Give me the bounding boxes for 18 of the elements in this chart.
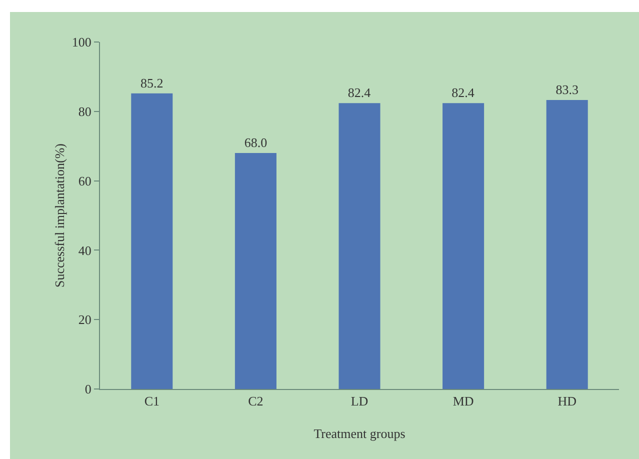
data-label: 85.2: [140, 75, 164, 90]
x-tick-label: C1: [144, 394, 160, 409]
x-tick-label: MD: [452, 394, 474, 409]
y-tick-label: 40: [78, 242, 92, 258]
y-tick-label: 80: [78, 104, 92, 119]
x-tick-label: HD: [558, 394, 576, 409]
y-axis-title: Successful implantation(%): [52, 143, 67, 288]
x-tick-label: LD: [350, 394, 368, 409]
y-tick-label: 100: [72, 34, 92, 50]
y-tick-label: 60: [78, 173, 92, 188]
y-tick-label: 0: [84, 382, 92, 397]
data-label: 82.4: [348, 85, 372, 100]
x-axis-title: Treatment groups: [314, 426, 406, 441]
data-label: 83.3: [556, 82, 578, 97]
data-label: 68.0: [244, 135, 268, 150]
data-label: 82.4: [452, 85, 475, 100]
x-tick-label: C2: [248, 394, 264, 409]
y-tick-label: 20: [78, 312, 92, 328]
